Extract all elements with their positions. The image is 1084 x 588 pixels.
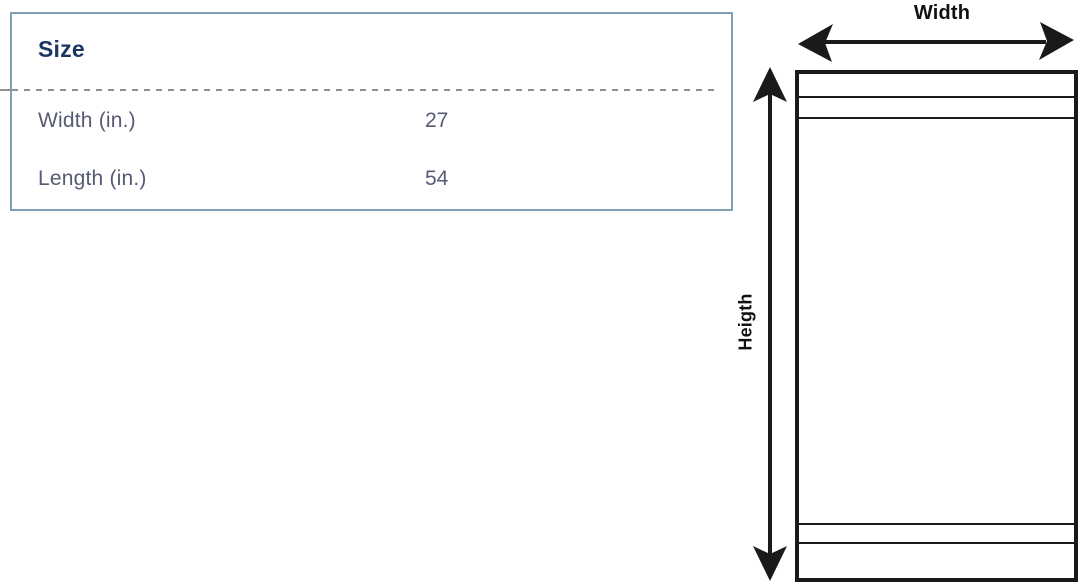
divider-overflow-tick bbox=[0, 89, 11, 91]
spec-value-width: 27 bbox=[425, 109, 449, 132]
height-dimension-label: Heigth bbox=[735, 293, 756, 351]
size-panel-title: Size bbox=[38, 36, 85, 62]
width-arrowhead-right bbox=[1039, 22, 1074, 60]
dimension-diagram: Width Heigth bbox=[728, 0, 1084, 588]
height-arrowhead-top bbox=[753, 67, 787, 102]
panel-dashed-divider bbox=[12, 89, 716, 91]
spec-row-length: Length (in.) 54 bbox=[38, 167, 705, 193]
spec-label-width: Width (in.) bbox=[38, 109, 136, 132]
dimension-diagram-svg bbox=[753, 22, 1078, 582]
width-arrowhead-left bbox=[798, 24, 833, 62]
spec-label-length: Length (in.) bbox=[38, 167, 147, 190]
spec-value-length: 54 bbox=[425, 167, 449, 190]
spec-row-width: Width (in.) 27 bbox=[38, 109, 705, 135]
size-spec-panel: Size Width (in.) 27 Length (in.) 54 bbox=[10, 12, 733, 211]
towel-outline-rect bbox=[795, 70, 1078, 582]
height-arrowhead-bottom bbox=[753, 546, 787, 581]
width-dimension-label: Width bbox=[913, 2, 971, 24]
